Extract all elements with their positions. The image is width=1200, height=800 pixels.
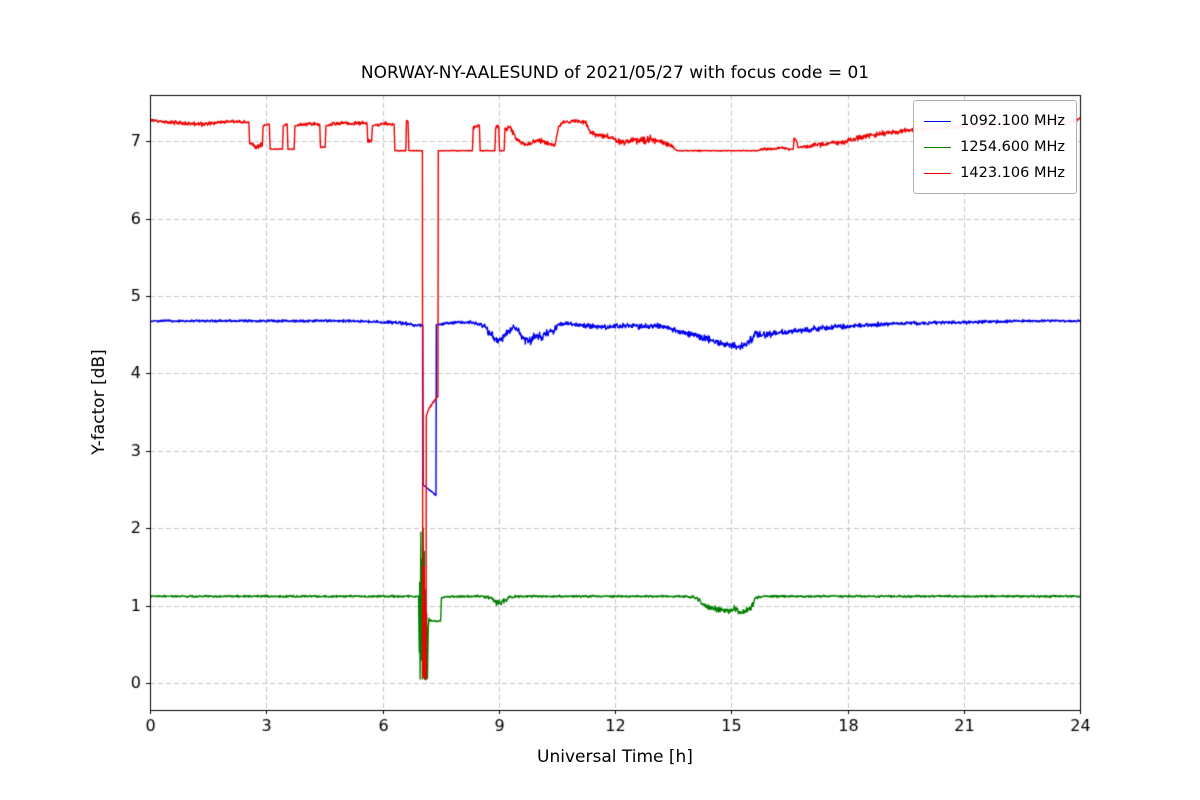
legend-label: 1254.600 MHz [960, 139, 1065, 155]
legend-line-sample-blue [924, 120, 952, 122]
legend-line-sample-green [924, 146, 952, 148]
legend-entry: 1423.106 MHz [924, 160, 1065, 186]
legend-entry: 1092.100 MHz [924, 108, 1065, 134]
legend-label: 1423.106 MHz [960, 165, 1065, 181]
y-axis-label: Y-factor [dB] [89, 349, 109, 455]
legend: 1092.100 MHz 1254.600 MHz 1423.106 MHz [913, 100, 1077, 194]
legend-label: 1092.100 MHz [960, 113, 1065, 129]
legend-line-sample-red [924, 172, 952, 174]
legend-entry: 1254.600 MHz [924, 134, 1065, 160]
chart-title: NORWAY-NY-AALESUND of 2021/05/27 with fo… [360, 63, 870, 83]
x-axis-label: Universal Time [h] [537, 747, 693, 767]
